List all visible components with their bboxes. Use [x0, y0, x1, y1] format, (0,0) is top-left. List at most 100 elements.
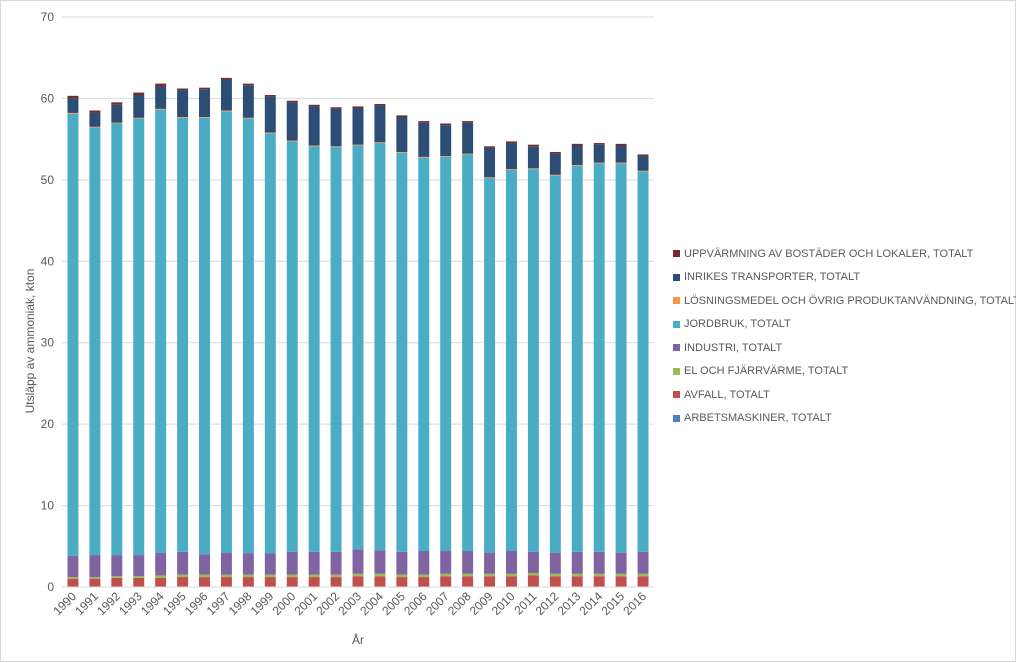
bar-segment: [221, 111, 232, 552]
bar-segment: [331, 107, 342, 109]
bar-segment: [331, 146, 342, 147]
bar-segment: [353, 145, 364, 549]
bar-segment: [221, 80, 232, 111]
bar-segment: [396, 152, 407, 153]
bar-segment: [89, 110, 100, 112]
legend-item: UPPVÄRMNING AV BOSTÄDER OCH LOKALER, TOT…: [673, 242, 1013, 266]
bar-segment: [199, 88, 210, 90]
x-tick-label: 2004: [357, 589, 386, 618]
bar-segment: [638, 552, 649, 574]
bar-segment: [353, 574, 364, 576]
bar-segment: [287, 102, 298, 140]
bar-segment: [528, 146, 539, 168]
y-tick-label: 70: [41, 10, 55, 24]
x-axis-title: År: [352, 632, 364, 647]
bar-segment: [199, 118, 210, 554]
bar-segment: [287, 552, 298, 575]
bar-segment: [155, 575, 166, 577]
bar-segment: [594, 143, 605, 145]
bar-segment: [67, 579, 78, 587]
bar-segment: [199, 117, 210, 118]
bar-segment: [67, 556, 78, 577]
x-tick-label: 1994: [138, 589, 167, 618]
bar-segment: [177, 88, 188, 90]
bar-segment: [616, 145, 627, 162]
bar-segment: [353, 576, 364, 587]
x-tick-label: 1995: [160, 589, 189, 618]
bar-segment: [265, 132, 276, 133]
bar-segment: [616, 576, 627, 587]
bar-segment: [309, 575, 320, 577]
bar-segment: [353, 549, 364, 573]
bar-segment: [462, 576, 473, 587]
legend-item: INDUSTRI, TOTALT: [673, 336, 1013, 360]
bar-segment: [353, 106, 364, 108]
legend-swatch: [673, 250, 680, 257]
bar-segment: [616, 574, 627, 576]
bar-segment: [440, 156, 451, 157]
bar-segment: [594, 163, 605, 164]
bar-segment: [374, 104, 385, 106]
y-tick-label: 40: [41, 254, 55, 268]
bar-segment: [374, 576, 385, 587]
bar-segment: [287, 575, 298, 577]
legend-swatch: [673, 297, 680, 304]
legend-label: JORDBRUK, TOTALT: [684, 318, 791, 330]
x-tick-label: 2001: [291, 589, 320, 618]
bar-segment: [287, 101, 298, 103]
legend-label: INDUSTRI, TOTALT: [684, 342, 782, 354]
x-tick-label: 1996: [182, 589, 211, 618]
x-tick-label: 1999: [248, 589, 277, 618]
bar-segment: [111, 555, 122, 576]
bar-segment: [155, 553, 166, 576]
y-tick-label: 30: [41, 336, 55, 350]
bar-segment: [462, 551, 473, 574]
bar-segment: [484, 146, 495, 148]
bar-segment: [638, 171, 649, 172]
bar-segment: [309, 106, 320, 145]
bar-segment: [528, 575, 539, 586]
bar-segment: [462, 154, 473, 551]
bar-segment: [572, 166, 583, 552]
bar-segment: [111, 105, 122, 123]
bar-segment: [396, 117, 407, 152]
bar-segment: [550, 154, 561, 175]
bar-segment: [440, 551, 451, 574]
bar-segment: [616, 163, 627, 552]
bar-segment: [67, 98, 78, 113]
bar-segment: [506, 551, 517, 574]
bar-segment: [133, 118, 144, 119]
bar-segment: [177, 90, 188, 117]
bar-segment: [396, 552, 407, 575]
bar-segment: [111, 123, 122, 124]
bar-segment: [462, 154, 473, 155]
x-tick-label: 1997: [204, 589, 233, 618]
bar-segment: [550, 574, 561, 576]
bar-segment: [638, 154, 649, 156]
bar-segment: [67, 114, 78, 556]
bar-segment: [572, 576, 583, 587]
x-tick-label: 1990: [50, 589, 79, 618]
x-tick-label: 2009: [467, 589, 496, 618]
bar-segment: [616, 553, 627, 574]
bar-segment: [221, 78, 232, 80]
x-tick-label: 2010: [489, 589, 518, 618]
bar-segment: [199, 89, 210, 117]
bar-segment: [484, 178, 495, 553]
bar-segment: [155, 84, 166, 86]
bar-segment: [484, 553, 495, 574]
y-tick-label: 60: [41, 91, 55, 105]
legend-item: LÖSNINGSMEDEL OCH ÖVRIG PRODUKTANVÄNDNIN…: [673, 289, 1013, 313]
bar-segment: [89, 577, 100, 579]
bar-segment: [243, 119, 254, 554]
bar-segment: [221, 110, 232, 111]
bar-segment: [89, 128, 100, 556]
legend-swatch: [673, 391, 680, 398]
legend-item: INRIKES TRANSPORTER, TOTALT: [673, 266, 1013, 290]
bar-segment: [638, 576, 649, 587]
x-tick-label: 1998: [226, 589, 255, 618]
bar-segment: [331, 552, 342, 575]
x-tick-label: 2003: [335, 589, 364, 618]
